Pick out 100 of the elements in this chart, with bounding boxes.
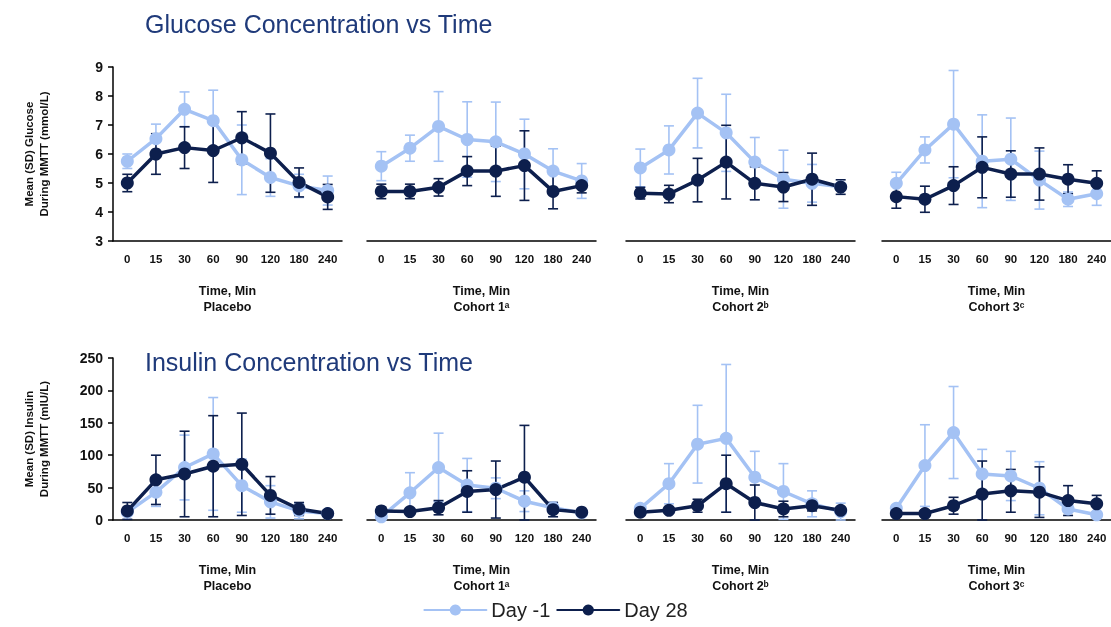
point	[235, 153, 249, 167]
x-tick-label: 180	[289, 532, 309, 544]
point	[149, 132, 163, 146]
point	[263, 146, 277, 160]
point	[662, 143, 676, 157]
x-tick-label: 90	[1004, 253, 1018, 265]
point	[517, 470, 531, 484]
point	[517, 159, 531, 173]
point	[321, 190, 335, 204]
point	[178, 467, 192, 481]
point	[662, 477, 676, 491]
point	[1061, 494, 1075, 508]
x-tick-label: 240	[318, 532, 338, 544]
x-tick-label: 180	[802, 532, 822, 544]
y-tick-label: 200	[79, 382, 104, 399]
x-tick-label: 15	[918, 253, 932, 265]
point	[1032, 485, 1046, 499]
x-tick-label: 90	[748, 253, 762, 265]
point	[1061, 172, 1075, 186]
y-tick-label: 250	[79, 350, 104, 366]
point	[748, 176, 762, 190]
x-tick-label: 60	[460, 253, 474, 265]
x-axis-title: Time, Min Cohort 2ᵇ	[711, 563, 770, 593]
y-tick-label: 0	[95, 512, 104, 528]
x-tick-label: 0	[124, 532, 131, 544]
point	[432, 119, 446, 133]
point	[748, 155, 762, 169]
point	[748, 496, 762, 509]
point	[149, 485, 163, 499]
point	[719, 155, 733, 169]
x-tick-label: 15	[149, 532, 163, 544]
x-tick-label: 15	[662, 253, 676, 265]
legend-label: Day 28	[624, 599, 688, 621]
x-axis-title: Time, Min Cohort 1ᵃ	[452, 284, 511, 314]
x-tick-label: 240	[572, 532, 592, 544]
x-tick-label: 90	[489, 253, 503, 265]
y-tick-label: 100	[79, 447, 104, 464]
point	[178, 141, 192, 155]
point	[748, 470, 762, 484]
x-tick-label: 240	[1087, 253, 1107, 265]
point	[691, 437, 705, 451]
x-tick-label: 60	[460, 532, 474, 544]
point	[1090, 176, 1104, 190]
x-tick-label: 240	[318, 253, 338, 265]
x-tick-label: 0	[637, 532, 644, 544]
x-tick-label: 90	[235, 532, 249, 544]
y-tick-label: 9	[95, 59, 104, 75]
x-tick-label: 120	[514, 532, 535, 544]
x-tick-label: 0	[637, 253, 644, 265]
point	[149, 473, 163, 487]
x-axis-title: Time, Min Cohort 2ᵇ	[711, 284, 770, 314]
point	[206, 447, 220, 461]
y-axis-title: Mean (SD) Insulin During MMTT (mIU/L)	[22, 380, 50, 498]
x-tick-label: 90	[235, 253, 249, 265]
point	[889, 176, 903, 190]
legend-label: Day -1	[491, 599, 551, 621]
point	[517, 147, 531, 161]
x-tick-label: 90	[489, 532, 503, 544]
point	[263, 170, 277, 184]
point	[947, 179, 961, 193]
y-tick-label: 6	[95, 146, 104, 162]
point	[719, 477, 733, 491]
point	[546, 184, 560, 198]
x-tick-label: 120	[260, 532, 281, 544]
x-tick-label: 30	[178, 532, 191, 544]
point	[1004, 167, 1018, 181]
point	[975, 467, 989, 481]
x-tick-label: 120	[514, 253, 535, 265]
x-tick-label: 180	[543, 253, 563, 265]
point	[292, 175, 306, 189]
point	[206, 144, 220, 158]
x-tick-label: 180	[543, 532, 563, 544]
point	[889, 190, 903, 204]
point	[517, 494, 531, 508]
point	[374, 504, 388, 518]
x-axis-title: Time, Min Placebo	[198, 284, 257, 314]
x-tick-label: 15	[149, 253, 163, 265]
x-tick-label: 240	[831, 253, 851, 265]
point	[947, 117, 961, 131]
x-tick-label: 60	[975, 253, 989, 265]
x-tick-label: 0	[893, 532, 900, 544]
x-tick-label: 180	[289, 253, 309, 265]
point	[460, 484, 474, 498]
point	[546, 164, 560, 178]
x-tick-label: 15	[662, 532, 676, 544]
point	[662, 503, 676, 517]
point	[235, 457, 249, 471]
point	[975, 160, 989, 174]
point	[374, 159, 388, 173]
x-tick-label: 180	[1058, 253, 1078, 265]
point	[206, 459, 220, 473]
point	[1004, 484, 1018, 498]
y-tick-label: 8	[95, 88, 104, 104]
y-tick-label: 4	[95, 204, 104, 220]
x-tick-label: 90	[748, 532, 762, 544]
point	[263, 488, 277, 502]
y-axis-title: Mean (SD) Glucose During MMTT (mmol/L)	[22, 91, 50, 217]
point	[975, 487, 989, 501]
point	[1004, 469, 1018, 483]
point	[691, 106, 705, 120]
